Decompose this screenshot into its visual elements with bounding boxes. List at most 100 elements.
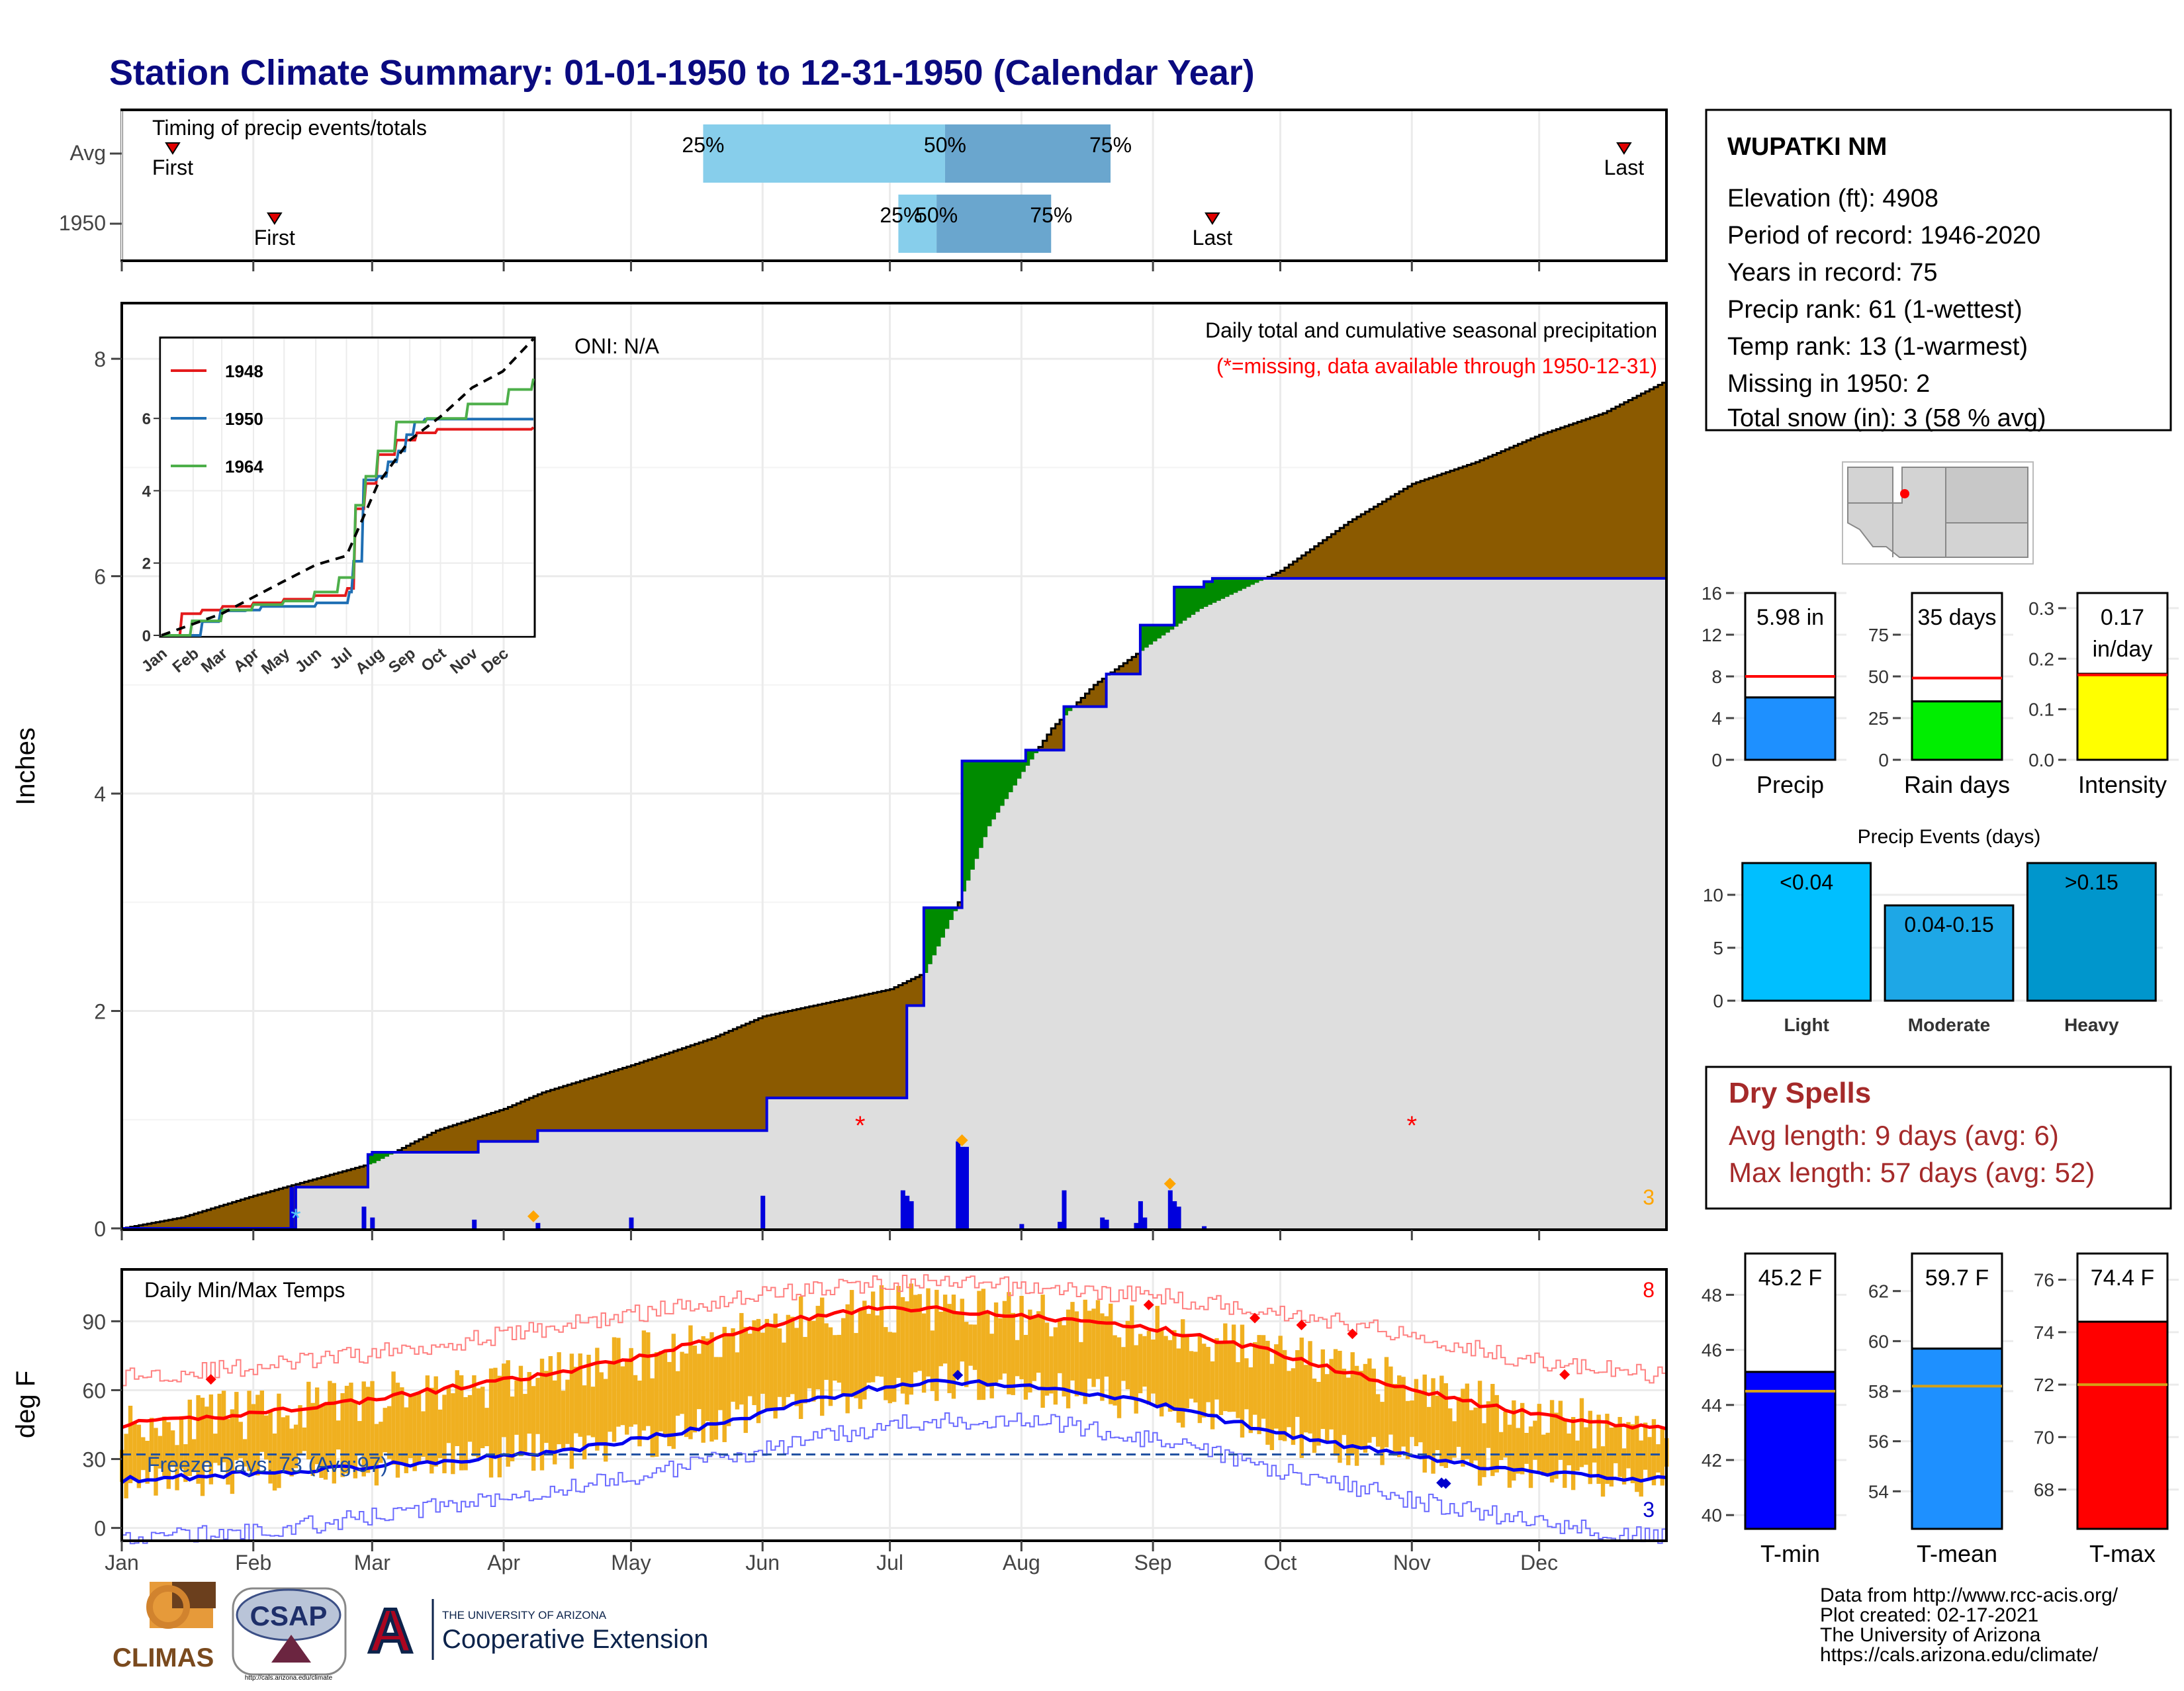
mini-chart-title: T-min [1760,1540,1820,1567]
daily-temp-bar [1418,1393,1423,1443]
csap-logo: CSAP http://cals.arizona.edu/climate [232,1587,347,1682]
daily-temp-bar [459,1375,464,1471]
daily-temp-bar [1011,1312,1015,1395]
snow-day-marker [956,1134,968,1146]
daily-precip-bar [535,1222,541,1228]
current-cumulative-line [122,576,1666,1230]
inset-series-line [161,338,535,637]
daily-temp-bar [1151,1339,1156,1394]
daily-temp-bar [782,1342,786,1410]
precip-panel: * * * 0 2 4 6 8 Inches Daily total and cumulat… [11,302,1668,1241]
daily-temp-bar [1142,1336,1147,1387]
mini-ytick-label: 50 [1868,666,1889,687]
daily-temp-bar [578,1353,582,1437]
temp-ytick-label: 90 [82,1310,106,1334]
month-axis: Jan Feb Mar Apr May Jun Jul Aug Sep Oct Nov Dec [105,1541,1558,1575]
daily-temp-bar [1167,1340,1173,1412]
month-tick-label: Jan [105,1551,139,1575]
daily-temp-bar [1609,1428,1614,1487]
daily-temp-bar [764,1318,770,1409]
daily-temp-bar [790,1316,795,1394]
daily-temp-bar [1405,1400,1410,1459]
station-name: WUPATKI NM [1727,133,1887,161]
above-average-area [1140,578,1268,651]
daily-temp-bar [255,1394,260,1476]
events-category-label: Light [1784,1015,1829,1035]
events-bar-label: <0.04 [1780,870,1833,894]
daily-temp-bar [981,1289,986,1400]
events-ytick-label: 0 [1713,991,1723,1011]
snow-count-label: 3 [1643,1185,1655,1209]
daily-temp-bar [561,1391,566,1448]
mini-ytick-label: 70 [2034,1427,2054,1447]
daily-temp-bar [1002,1301,1007,1374]
mini-value-bar [1744,696,1837,761]
daily-temp-bar [1130,1305,1134,1398]
daily-temp-bar [900,1297,905,1394]
mini-chart-title: T-mean [1917,1540,1997,1567]
mini-ytick-label: 56 [1868,1432,1889,1452]
daily-temp-bar [1524,1433,1529,1464]
daily-temp-bar [1214,1338,1219,1400]
mini-ytick-label: 72 [2034,1375,2054,1395]
precip-ytick-label: 4 [94,782,106,806]
daily-temp-bar [798,1296,803,1419]
inset-legend-label: 1950 [225,409,263,429]
daily-temp-bar [993,1302,999,1383]
daily-temp-bar [1044,1322,1050,1396]
daily-temp-bar [641,1330,647,1431]
mini-label-box [1744,1252,1837,1373]
daily-precip-bar [1202,1226,1207,1228]
daily-temp-bar [539,1358,545,1471]
daily-temp-bar [128,1405,133,1483]
record-high-marker [1559,1369,1570,1380]
daily-temp-bar [1058,1320,1062,1373]
daily-temp-bar [353,1400,358,1479]
daily-temp-bar [803,1337,807,1404]
daily-precip-bar [960,1146,965,1228]
daily-temp-bar [1091,1308,1096,1387]
daily-temp-bar [1295,1349,1300,1417]
tmax-chart: 68 70 72 74 76 74.4 F T-max [2034,1252,2179,1567]
daily-temp-bar [743,1326,748,1434]
month-tick-label: Oct [1264,1551,1297,1575]
events-bar [2026,862,2157,1002]
station-precip-rank: Precip rank: 61 (1-wettest) [1727,296,2023,324]
daily-temp-bar [1019,1295,1024,1379]
daily-temp-bar [310,1402,315,1477]
daily-temp-bar [1426,1406,1432,1457]
station-location-marker [1900,489,1909,498]
avg-max-line [121,1305,1667,1431]
daily-temp-bar [1023,1334,1028,1400]
daily-temp-bar [662,1350,668,1436]
mini-ytick-label: 8 [1711,666,1722,687]
daily-temp-bar [259,1391,264,1452]
ua-logo-top-text: THE UNIVERSITY OF ARIZONA [442,1609,607,1622]
daily-temp-bar [272,1433,277,1491]
daily-temp-bar [1316,1381,1321,1446]
station-temp-rank: Temp rank: 13 (1-warmest) [1727,333,2028,361]
daily-precip-bar [370,1217,375,1228]
daily-temp-bar [480,1387,485,1449]
daily-temp-bar [726,1335,731,1426]
daily-temp-bar [968,1324,973,1366]
daily-temp-bar [1253,1342,1257,1415]
record-low-marker [1440,1478,1451,1489]
precip-ytick-label: 0 [94,1217,106,1241]
inset-ytick-label: 0 [142,627,151,645]
mini-value-label: 59.7 F [1925,1265,1989,1291]
daily-temp-bar [1181,1319,1185,1428]
mini-ytick-label: 40 [1702,1505,1722,1526]
dry-spells-title: Dry Spells [1729,1077,1871,1109]
daily-temp-bar [625,1360,629,1435]
temp-ytick-label: 0 [94,1517,106,1541]
daily-temp-bar [1231,1324,1236,1412]
events-bar [1741,862,1872,1002]
precip-ylabel: Inches [11,727,40,805]
record-high-marker [1143,1299,1154,1310]
daily-temp-bar [629,1348,633,1427]
events-category-label: Heavy [2064,1015,2119,1035]
daily-temp-bar [1338,1350,1342,1463]
daily-precip-bar [1104,1219,1109,1228]
